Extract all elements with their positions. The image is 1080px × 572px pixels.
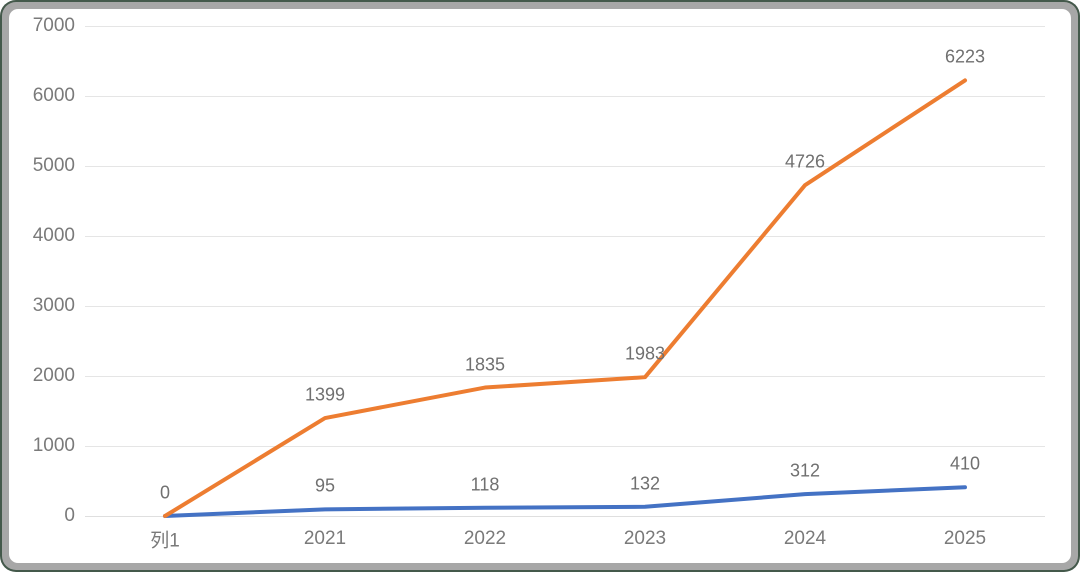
gridline [85, 95, 1045, 97]
data-label: 1983 [624, 343, 666, 364]
data-label: 1835 [464, 354, 506, 375]
gridline [85, 25, 1045, 27]
x-tick-label: 列1 [150, 530, 180, 552]
gridline [85, 235, 1045, 237]
data-label: 132 [629, 473, 661, 494]
y-tick-label: 2000 [32, 365, 75, 386]
x-tick-label: 2023 [623, 528, 667, 549]
x-tick-label: 2024 [783, 528, 827, 549]
y-tick-label: 5000 [32, 155, 75, 176]
gridline [85, 305, 1045, 307]
data-label: 410 [949, 453, 981, 474]
y-tick-label: 4000 [32, 225, 75, 246]
x-tick-label: 2022 [463, 528, 507, 549]
series-line-series-orange [163, 78, 967, 518]
series-line-series-blue [163, 485, 967, 518]
y-tick-label: 3000 [32, 295, 75, 316]
plot-background [9, 9, 1071, 563]
gridline [85, 375, 1045, 377]
gridline [85, 445, 1045, 447]
x-tick-label: 2025 [943, 528, 987, 549]
y-tick-label: 7000 [32, 15, 75, 36]
gridline [85, 165, 1045, 167]
y-tick-label: 1000 [32, 435, 75, 456]
data-label: 95 [314, 475, 336, 496]
y-tick-label: 0 [64, 505, 75, 526]
data-label: 6223 [944, 46, 986, 67]
gridline [85, 515, 1045, 517]
y-tick-label: 6000 [32, 85, 75, 106]
data-label: 0 [159, 482, 171, 503]
data-label: 1399 [304, 384, 346, 405]
data-label: 118 [470, 474, 500, 495]
x-tick-label: 2021 [303, 528, 347, 549]
data-label: 4726 [784, 151, 826, 172]
data-label: 312 [789, 460, 821, 481]
